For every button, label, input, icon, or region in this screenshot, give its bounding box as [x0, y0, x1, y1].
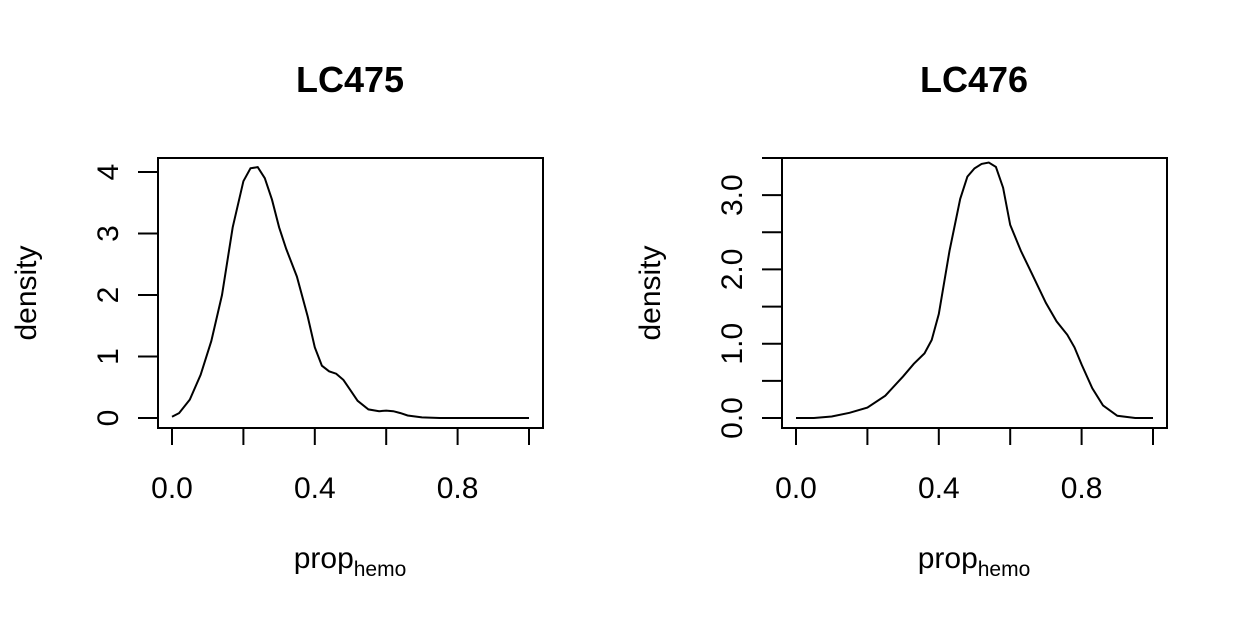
x-axis: 0.0 0.4 0.8 — [151, 427, 530, 505]
x-axis-label: prophemo — [294, 542, 407, 581]
panel-lc476: LC476 0.0 0.4 0.8 0.0 1.0 2.0 3.0 density pro… — [634, 59, 1168, 581]
y-axis-label: density — [10, 245, 43, 340]
plot-box — [781, 157, 1168, 429]
panel-lc475: LC475 0.0 0.4 0.8 0 1 2 3 4 density prophemo — [10, 59, 544, 581]
density-curve — [796, 161, 1153, 419]
y-axis: 0.0 1.0 2.0 3.0 — [716, 157, 783, 439]
x-axis: 0.0 0.4 0.8 — [775, 427, 1154, 505]
y-axis-label: density — [634, 245, 667, 340]
y-tick-label: 3.0 — [716, 174, 749, 216]
chart-title: LC476 — [920, 59, 1028, 100]
x-axis-label-subscript: hemo — [978, 558, 1031, 581]
x-axis-label-subscript: hemo — [354, 558, 407, 581]
y-tick-label: 2 — [92, 287, 125, 304]
x-axis-label-main: prop — [918, 542, 978, 575]
y-tick-label: 3 — [92, 225, 125, 242]
plot-box — [157, 157, 544, 429]
y-axis: 0 1 2 3 4 — [92, 164, 159, 427]
y-tick-label: 1 — [92, 348, 125, 365]
x-tick-label: 0.4 — [918, 472, 960, 505]
y-tick-label: 2.0 — [716, 249, 749, 291]
y-tick-label: 0.0 — [716, 397, 749, 439]
x-axis-label-main: prop — [294, 542, 354, 575]
x-axis-label: prophemo — [918, 542, 1031, 581]
y-tick-label: 4 — [92, 164, 125, 181]
y-tick-label: 1.0 — [716, 323, 749, 365]
x-tick-label: 0.8 — [437, 472, 479, 505]
y-tick-label: 0 — [92, 410, 125, 427]
x-tick-label: 0.8 — [1061, 472, 1103, 505]
x-tick-label: 0.0 — [775, 472, 817, 505]
density-curve — [171, 166, 529, 419]
x-tick-label: 0.4 — [294, 472, 336, 505]
chart-title: LC475 — [296, 59, 404, 100]
x-tick-label: 0.0 — [151, 472, 193, 505]
